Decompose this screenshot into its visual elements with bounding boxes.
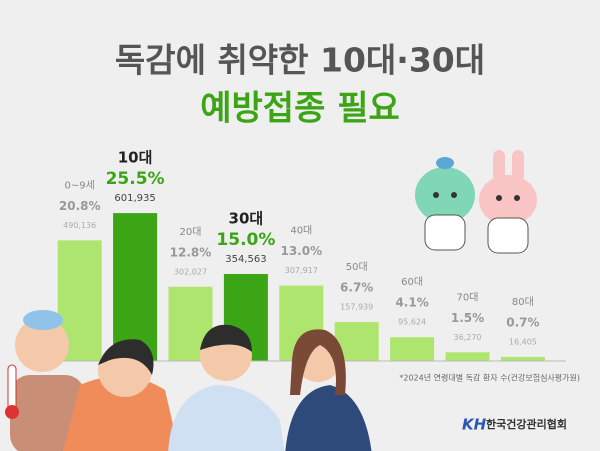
category-label: 30대 (229, 210, 264, 228)
value-label: 20.8% (59, 199, 101, 213)
bar (445, 352, 490, 361)
value-label: 12.8% (170, 245, 212, 259)
count-label: 157,939 (340, 303, 373, 312)
bar (113, 213, 158, 361)
count-label: 354,563 (225, 254, 266, 265)
value-label: 25.5% (106, 169, 165, 189)
people (5, 310, 372, 451)
count-label: 302,027 (174, 267, 207, 276)
value-label: 13.0% (280, 244, 322, 258)
category-label: 80대 (512, 296, 534, 308)
count-label: 36,270 (454, 333, 482, 342)
category-label: 70대 (457, 291, 479, 303)
bars: 0~9세 20.8% 490,136 10대 25.5% 601,935 20대 12.8% 3… (57, 149, 545, 361)
count-label: 307,917 (285, 266, 318, 275)
source-note: *2024년 연령대별 독감 환자 수(건강보험심사평가원) (399, 373, 580, 383)
category-label: 50대 (346, 261, 368, 273)
mascots (415, 150, 537, 254)
value-label: 1.5% (451, 311, 484, 325)
chart-title: 독감에 취약한 10대·30대 (115, 41, 485, 80)
count-label: 490,136 (63, 221, 96, 230)
category-label: 40대 (290, 225, 312, 237)
count-label: 95,624 (398, 318, 426, 327)
category-label: 0~9세 (65, 179, 95, 191)
count-label: 16,405 (509, 337, 537, 346)
value-label: 4.1% (395, 296, 428, 310)
bar (500, 356, 545, 361)
value-label: 0.7% (506, 315, 539, 329)
logo-mark: KH (462, 416, 487, 434)
value-label: 15.0% (216, 230, 275, 250)
category-label: 60대 (401, 276, 423, 288)
organization: 한국건강관리협회 (486, 417, 567, 431)
chart-subtitle: 예방접종 필요 (200, 89, 400, 129)
category-label: 10대 (118, 149, 153, 167)
value-label: 6.7% (340, 281, 373, 295)
count-label: 601,935 (114, 193, 155, 204)
category-label: 20대 (180, 226, 202, 238)
bar (390, 337, 435, 361)
